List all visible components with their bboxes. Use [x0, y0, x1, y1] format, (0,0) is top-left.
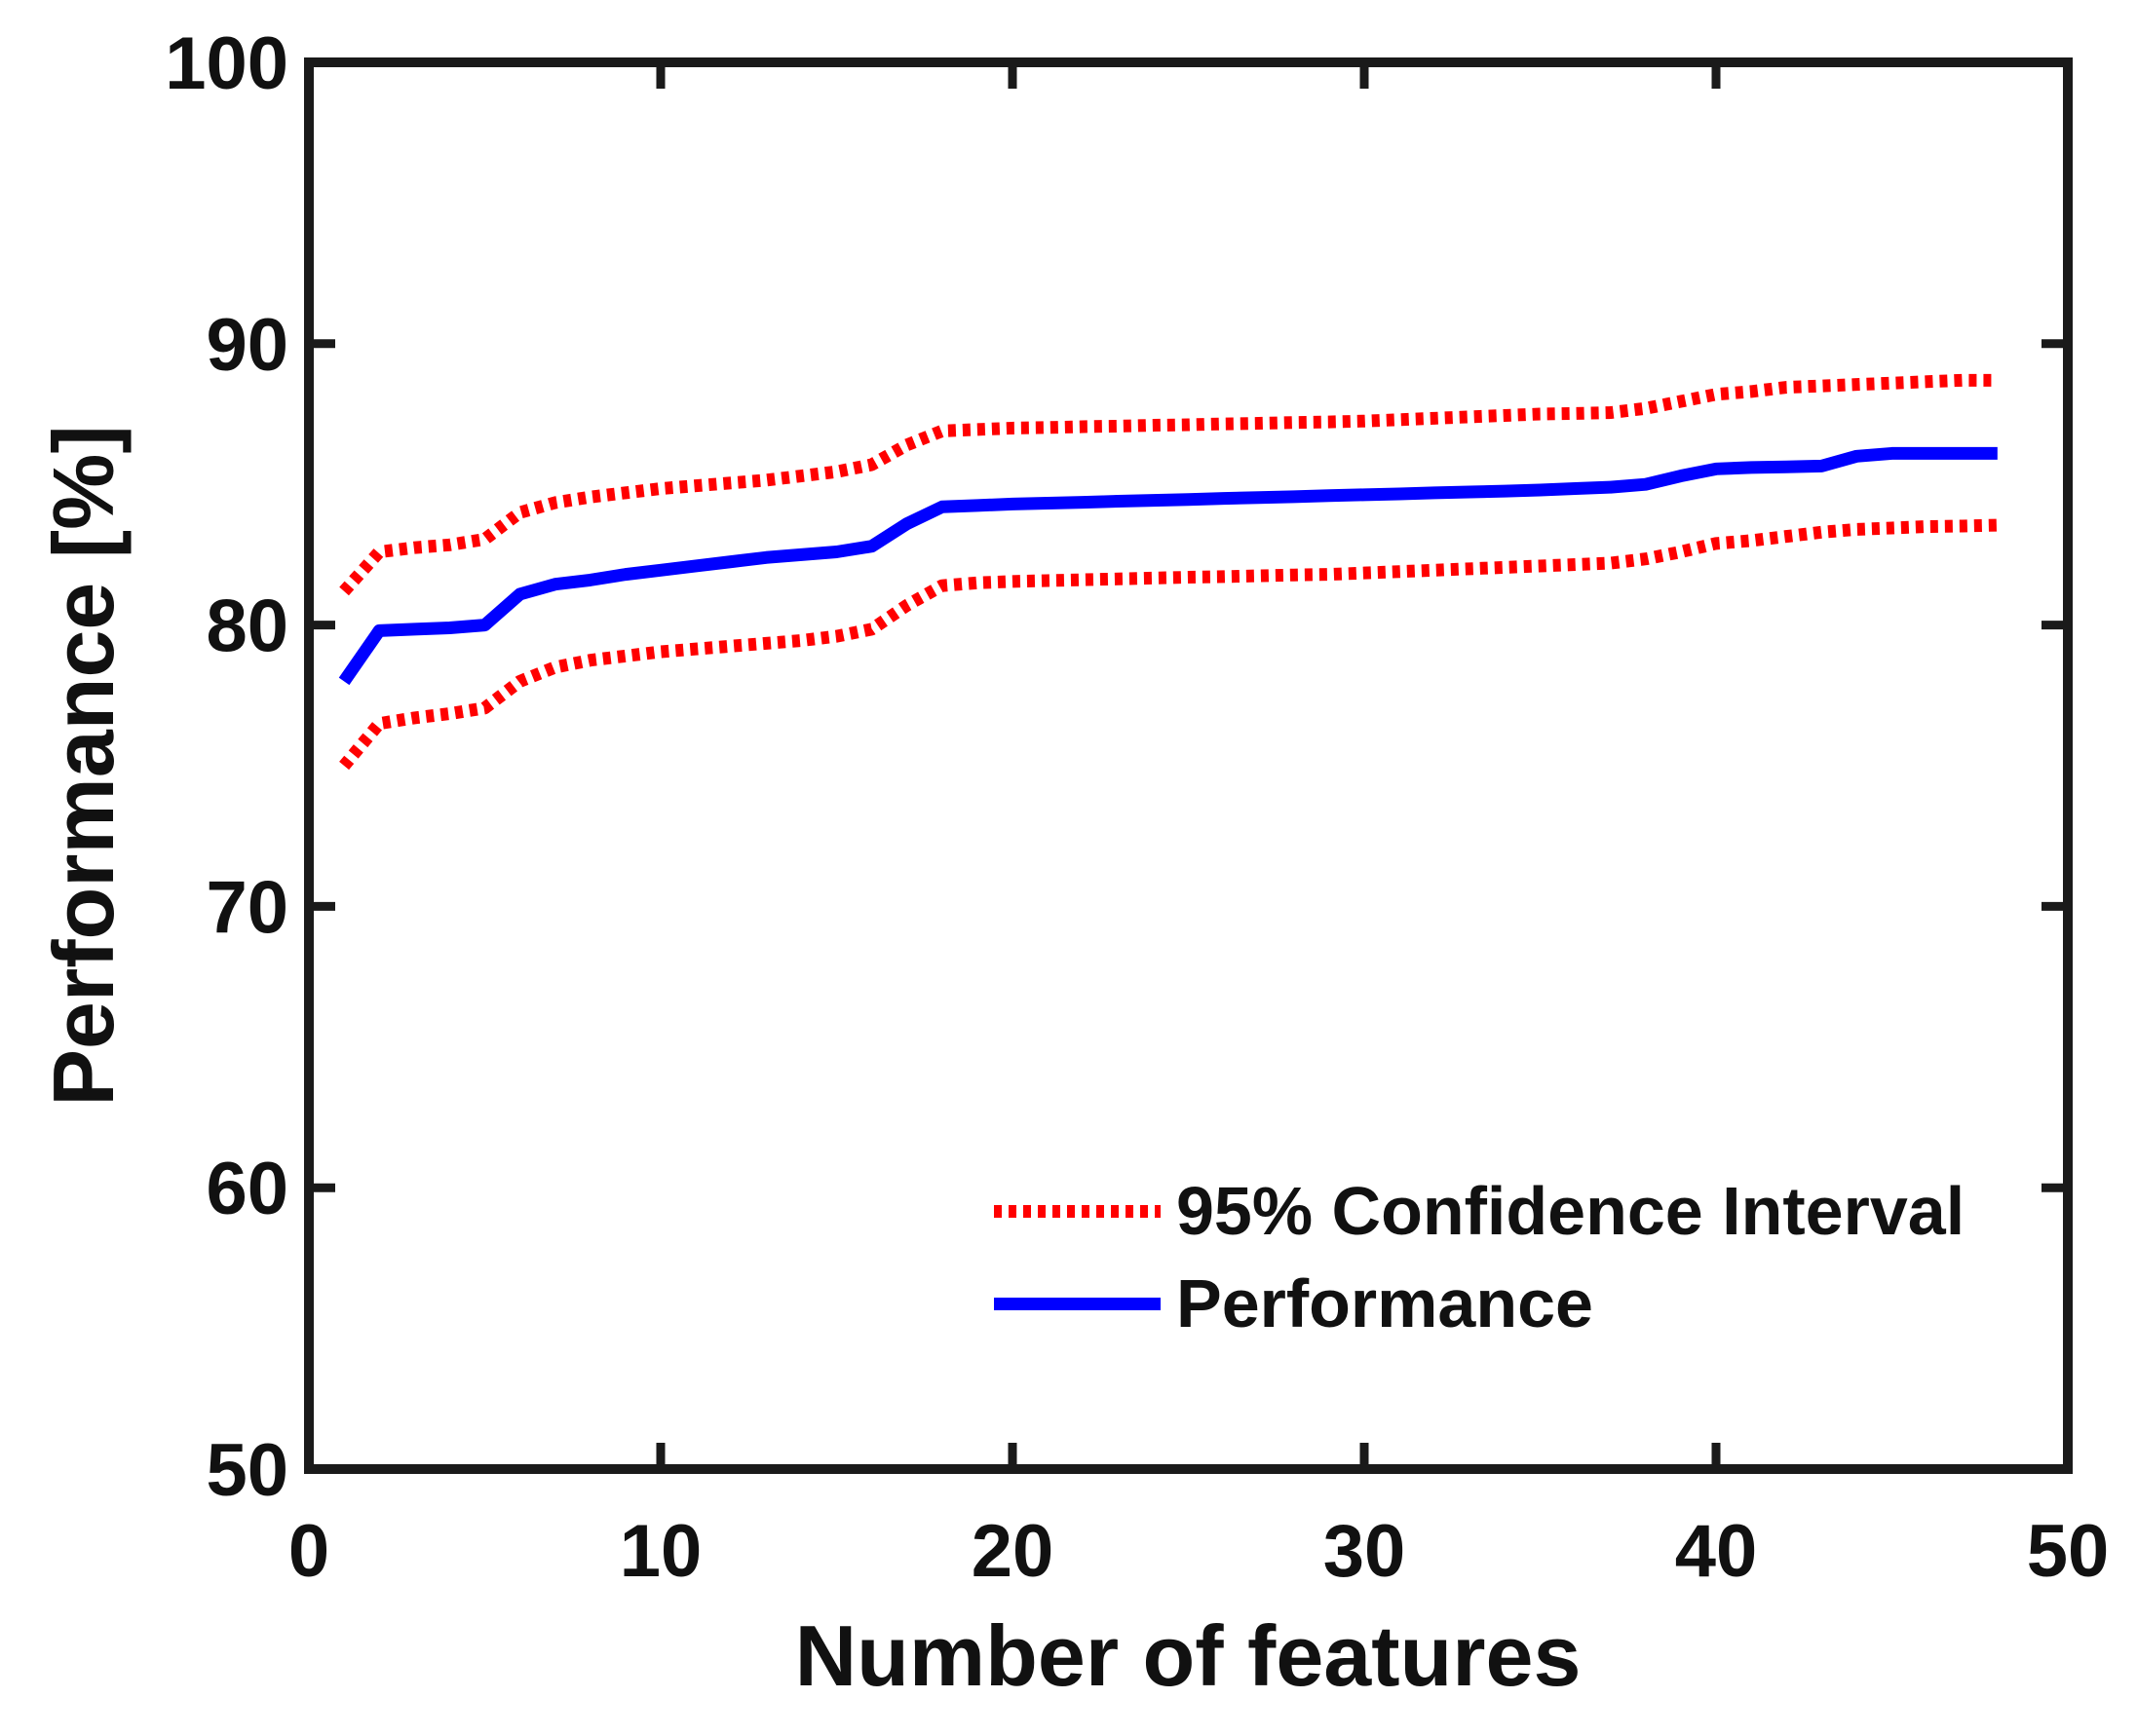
x-tick-label: 30 — [1323, 1510, 1406, 1593]
x-tick-label: 50 — [2027, 1510, 2110, 1593]
x-tick-label: 20 — [972, 1510, 1054, 1593]
series-line-95-ci-upper-bound — [339, 373, 1998, 596]
performance-solid-line-sample — [994, 1298, 1161, 1310]
series-line-performance — [338, 446, 1998, 686]
legend: 95% Confidence Interval Performance — [992, 1165, 1965, 1350]
y-tick-label: 70 — [206, 866, 288, 949]
y-tick-label: 90 — [206, 304, 288, 387]
axes-frame — [304, 57, 2073, 1474]
legend-item-performance: Performance — [992, 1258, 1965, 1350]
y-tick-label: 100 — [165, 22, 288, 105]
ci-dotted-line-sample — [994, 1205, 1161, 1218]
y-tick-label: 50 — [206, 1429, 288, 1512]
x-tick-label: 40 — [1675, 1510, 1758, 1593]
axis-tick-labels: 0 10 20 30 40 50 50 60 70 80 90 100 — [165, 22, 2109, 1593]
series-line-95-ci-lower-bound — [339, 518, 1998, 771]
x-tick-label: 0 — [288, 1510, 329, 1593]
y-axis-label: Performance [%] — [35, 425, 132, 1107]
legend-label-performance: Performance — [1176, 1265, 1593, 1341]
legend-label-confidence-interval: 95% Confidence Interval — [1176, 1173, 1965, 1249]
x-axis-label: Number of features — [794, 1607, 1582, 1704]
x-tick-label: 10 — [620, 1510, 703, 1593]
legend-item-confidence-interval: 95% Confidence Interval — [992, 1165, 1965, 1258]
y-tick-label: 60 — [206, 1148, 288, 1230]
y-tick-label: 80 — [206, 585, 288, 668]
